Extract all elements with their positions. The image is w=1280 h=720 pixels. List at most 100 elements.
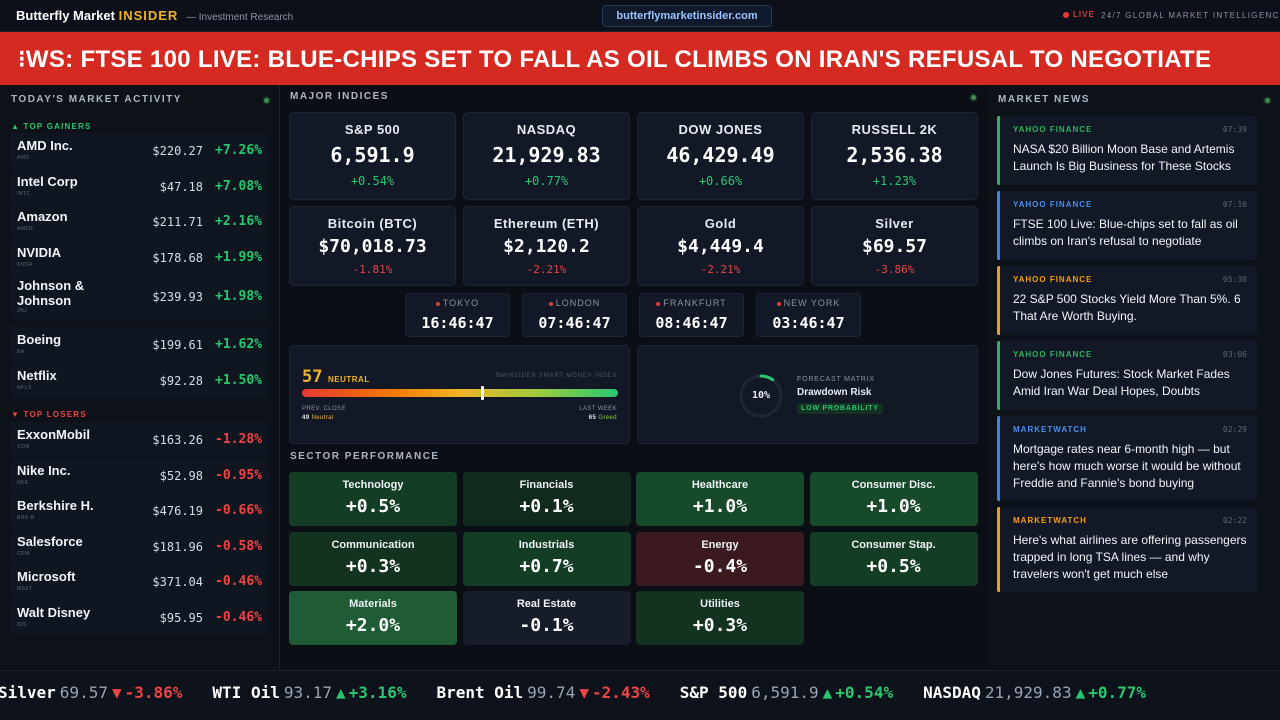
news-item[interactable]: MARKETWATCH 02:22 Here's what airlines are… — [997, 507, 1257, 592]
news-item[interactable]: YAHOO FINANCE 03:06 Dow Jones Futures: Sto… — [997, 341, 1257, 410]
top-losers-label: ▼ TOP LOSERS — [11, 410, 87, 419]
stock-row[interactable]: Johnson & Johnson JNJ $239.93 +1.98% — [10, 275, 269, 319]
forecast-ring — [739, 374, 783, 418]
ticker-change: +3.16% — [348, 683, 407, 702]
stock-row[interactable]: Berkshire H. BRK-B $476.19 -0.66% — [10, 493, 269, 528]
stock-price: $47.18 — [159, 179, 203, 194]
index-name: Gold — [704, 216, 737, 231]
sentiment-label: NEUTRAL — [328, 375, 370, 384]
market-activity-panel: TODAY'S MARKET ACTIVITY ▲ TOP GAINERS AM… — [0, 85, 280, 669]
index-card[interactable]: RUSSELL 2K 2,536.38 +1.23% — [811, 112, 978, 200]
stock-row[interactable]: Nike Inc. NKE $52.98 -0.95% — [10, 457, 269, 493]
index-card[interactable]: Gold $4,449.4 -2.21% — [637, 206, 804, 286]
stock-ticker: NVDA — [17, 261, 33, 268]
news-item[interactable]: YAHOO FINANCE 07:16 FTSE 100 Live: Blue-ch… — [997, 191, 1257, 260]
world-clock: NEW YORK 03:46:47 — [756, 293, 861, 337]
news-item[interactable]: YAHOO FINANCE 05:30 22 S&P 500 Stocks Yiel… — [997, 266, 1257, 335]
stock-change: -0.58% — [215, 538, 262, 554]
news-headline: Mortgage rates near 6-month high — but h… — [1013, 442, 1241, 490]
stock-row[interactable]: Intel Corp INTC $47.18 +7.08% — [10, 168, 269, 204]
stock-row[interactable]: Boeing BA $199.61 +1.62% — [10, 327, 269, 362]
last-week-value: 65 — [588, 415, 597, 421]
price-ticker[interactable]: Silver 69.57 ▼ -3.86% WTI Oil 93.17 ▲ +3.16% Bre… — [0, 670, 1280, 720]
sector-tile[interactable]: Technology +0.5% — [289, 472, 457, 526]
ticker-value: 99.74 — [527, 683, 576, 702]
stock-name: Salesforce — [17, 533, 83, 549]
sector-tile[interactable]: Real Estate -0.1% — [462, 591, 631, 645]
index-card[interactable]: DOW JONES 46,429.49 +0.66% — [637, 112, 804, 200]
sentiment-gauge-marker — [481, 386, 485, 400]
sector-tile[interactable]: Materials +2.0% — [289, 591, 457, 645]
ticker-item[interactable]: WTI Oil 93.17 ▲ +3.16% — [212, 683, 406, 702]
stock-ticker: JNJ — [17, 308, 28, 314]
index-card[interactable]: NASDAQ 21,929.83 +0.77% — [463, 112, 630, 200]
brand-logo[interactable]: Butterfly Market INSIDER — Investment Re… — [16, 8, 293, 23]
sector-value: +0.1% — [519, 496, 574, 517]
sector-name: Financials — [519, 479, 574, 491]
stock-name: Nike Inc. — [17, 462, 71, 478]
sector-name: Industrials — [518, 538, 575, 551]
stock-row[interactable]: Netflix NFLX $92.28 +1.50% — [10, 362, 269, 398]
index-name: Bitcoin (BTC) — [327, 216, 418, 231]
stock-change: +1.62% — [215, 337, 262, 352]
stock-price: $476.19 — [152, 504, 203, 518]
sector-tile[interactable]: Utilities +0.3% — [636, 591, 804, 645]
ticker-item[interactable]: Brent Oil 99.74 ▼ -2.43% — [436, 683, 649, 702]
index-name: S&P 500 — [344, 122, 401, 137]
index-name: Ethereum (ETH) — [493, 216, 600, 231]
ticker-item[interactable]: S&P 500 6,591.9 ▲ +0.54% — [680, 683, 893, 702]
ticker-item[interactable]: Silver 69.57 ▼ -3.86% — [0, 683, 182, 702]
index-card[interactable]: Bitcoin (BTC) $70,018.73 -1.81% — [289, 206, 456, 286]
breaking-news-banner[interactable]: ⁝WS: FTSE 100 LIVE: BLUE-CHIPS SET TO FA… — [0, 32, 1280, 85]
stock-row[interactable]: Walt Disney DIS $95.95 -0.46% — [10, 599, 269, 635]
banner-headline: ⁝WS: FTSE 100 LIVE: BLUE-CHIPS SET TO FA… — [18, 46, 1212, 73]
index-value: 46,429.49 — [666, 143, 775, 167]
stock-row[interactable]: NVIDIA NVDA $178.68 +1.99% — [10, 239, 269, 275]
stock-price: $199.61 — [152, 338, 203, 352]
sector-tile[interactable]: Consumer Stap. +0.5% — [809, 531, 978, 586]
stock-row[interactable]: Microsoft MSFT $371.04 -0.46% — [10, 564, 269, 599]
news-item[interactable]: YAHOO FINANCE 07:39 NASA $20 Billion Moon … — [997, 116, 1257, 185]
stock-ticker: NKE — [17, 479, 29, 486]
stock-change: +1.50% — [215, 372, 262, 388]
arrow-down-icon: ▼ — [579, 683, 589, 702]
sentiment-gauge-bar — [302, 389, 618, 397]
top-gainers-label: ▲ TOP GAINERS — [11, 122, 92, 131]
forecast-matrix-label: FORECAST MATRIX — [797, 376, 875, 383]
stock-row[interactable]: Salesforce CRM $181.96 -0.58% — [10, 528, 269, 564]
sector-tile[interactable]: Financials +0.1% — [462, 472, 631, 526]
index-card[interactable]: Ethereum (ETH) $2,120.2 -2.21% — [463, 206, 630, 286]
stock-row[interactable]: Amazon AMZN $211.71 +2.16% — [10, 204, 269, 239]
sector-tile[interactable]: Communication +0.3% — [289, 531, 457, 586]
stock-name: Boeing — [17, 332, 62, 347]
news-time: 03:06 — [1222, 350, 1247, 359]
ticker-name: NASDAQ — [923, 683, 981, 702]
stock-ticker: NFLX — [17, 384, 32, 391]
index-change: -1.81% — [352, 263, 393, 276]
stock-ticker: DIS — [17, 621, 27, 628]
ticker-name: Brent Oil — [436, 683, 524, 702]
clock-time: 16:46:47 — [421, 314, 494, 332]
news-source: MARKETWATCH — [1013, 425, 1087, 434]
ticker-row: Silver 69.57 ▼ -3.86% WTI Oil 93.17 ▲ +3.16% Bre… — [0, 683, 1176, 702]
site-url[interactable]: butterflymarketinsider.com — [602, 5, 772, 27]
stock-row[interactable]: AMD Inc. AMD $220.27 +7.26% — [10, 133, 269, 168]
sector-tile[interactable]: Industrials +0.7% — [462, 531, 631, 586]
sector-tile[interactable]: Energy -0.4% — [636, 531, 804, 586]
forecast-card[interactable]: 10% FORECAST MATRIX Drawdown Risk LOW PR… — [637, 345, 978, 444]
news-item[interactable]: MARKETWATCH 02:29 Mortgage rates near 6-mo… — [997, 416, 1257, 501]
index-card[interactable]: Silver $69.57 -3.86% — [811, 206, 978, 286]
sector-name: Technology — [342, 479, 404, 491]
index-card[interactable]: S&P 500 6,591.9 +0.54% — [289, 112, 456, 200]
stock-row[interactable]: ExxonMobil XOM $163.26 -1.28% — [10, 422, 269, 457]
ticker-change: -3.86% — [124, 683, 183, 702]
sector-value: +0.7% — [519, 555, 574, 577]
ticker-item[interactable]: NASDAQ 21,929.83 ▲ +0.77% — [923, 683, 1146, 702]
index-name: RUSSELL 2K — [851, 122, 938, 137]
stock-name: Amazon — [17, 209, 68, 224]
sector-tile[interactable]: Consumer Disc. +1.0% — [809, 472, 978, 526]
stock-name: Netflix — [17, 367, 57, 383]
sector-tile[interactable]: Healthcare +1.0% — [636, 472, 804, 526]
news-source: YAHOO FINANCE — [1013, 350, 1093, 359]
sentiment-card[interactable]: 57 NEUTRAL BMINSIDER SMART MONEY INDEX P… — [289, 345, 630, 444]
